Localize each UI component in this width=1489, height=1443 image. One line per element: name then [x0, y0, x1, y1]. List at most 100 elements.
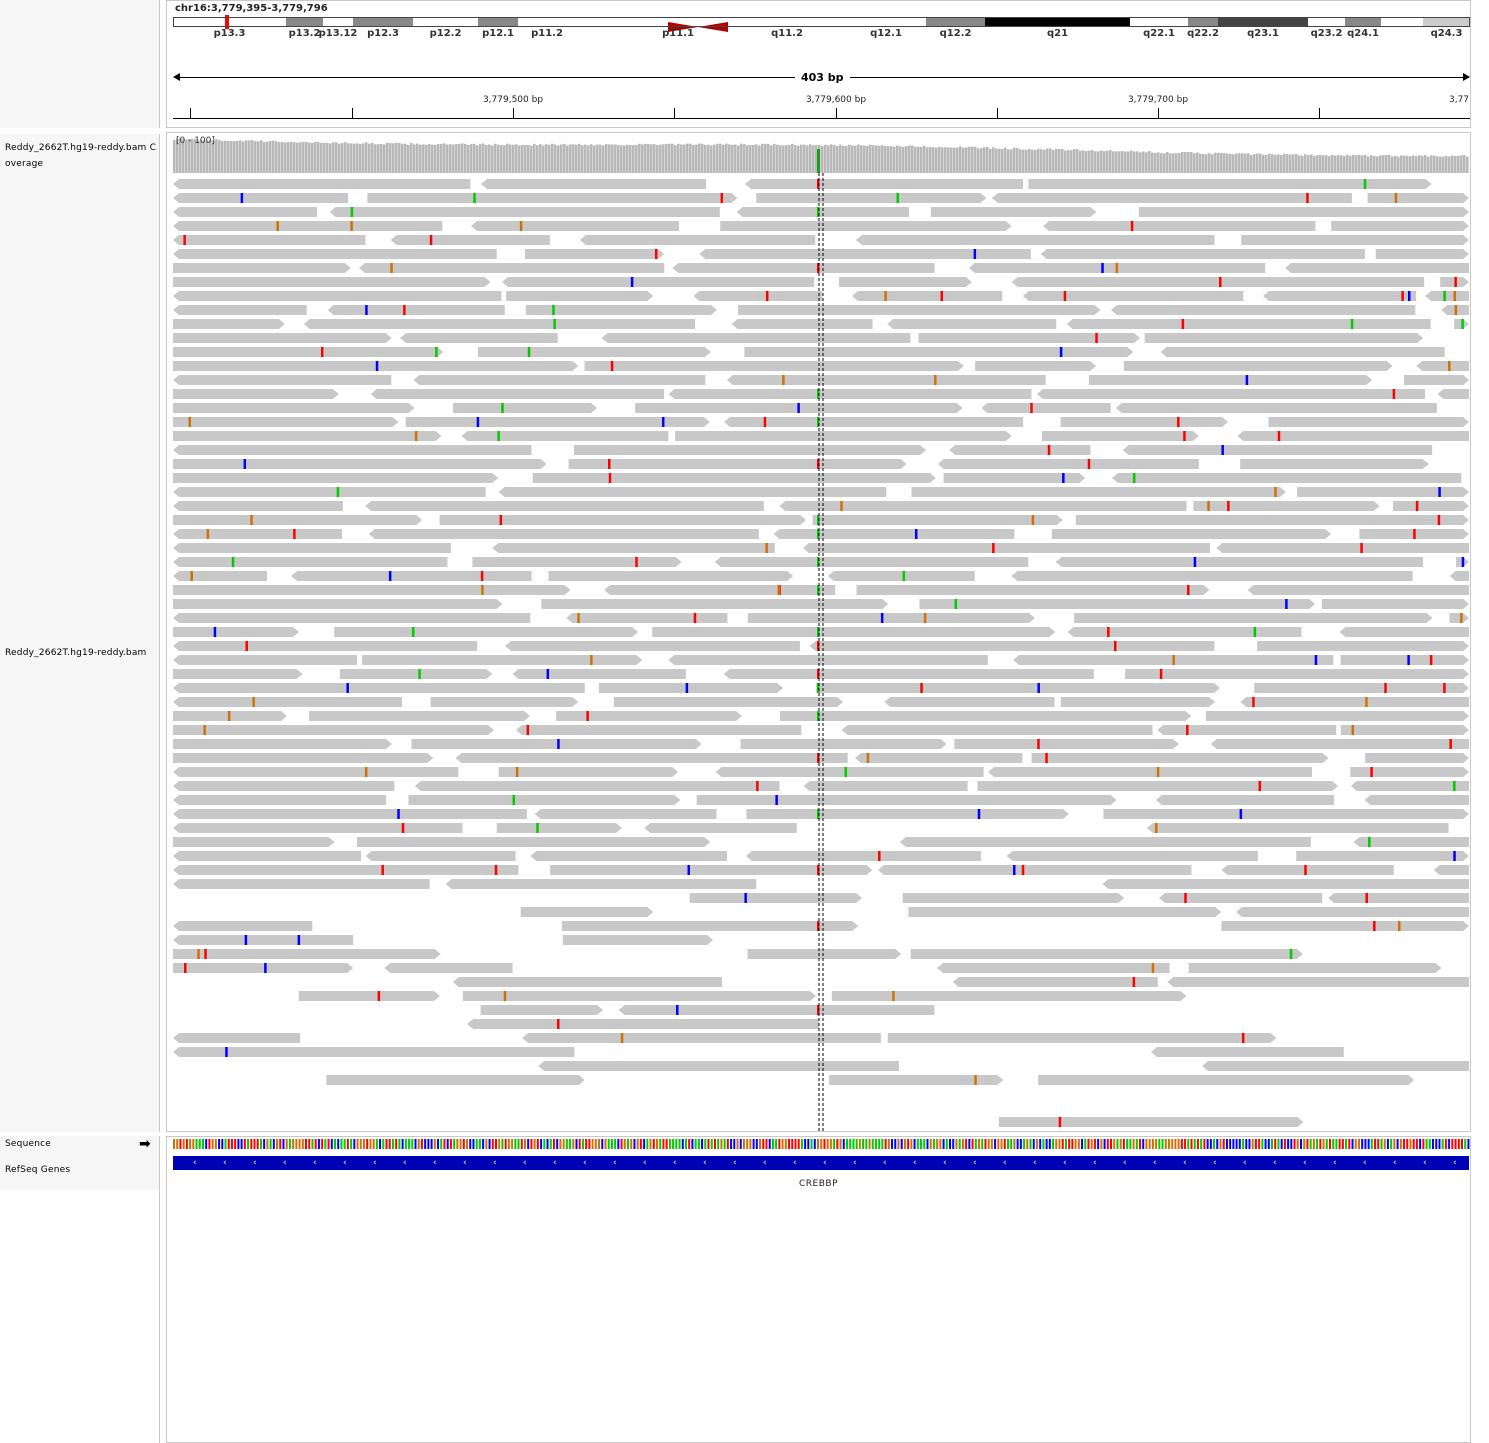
read — [173, 585, 571, 595]
mismatch-mark — [1360, 543, 1363, 553]
coverage-bar — [1070, 150, 1073, 173]
base-mark — [498, 1139, 501, 1149]
read — [414, 781, 780, 791]
read — [173, 921, 313, 931]
read — [1240, 697, 1469, 707]
read — [827, 571, 975, 581]
alignment-view[interactable] — [167, 133, 1470, 1131]
base-mark — [514, 1139, 517, 1149]
coverage-bar — [1328, 156, 1331, 173]
coverage-bar — [1394, 155, 1397, 173]
coverage-bar — [956, 147, 959, 173]
chevron-left-icon: ‹ — [1273, 1158, 1277, 1168]
read — [506, 291, 654, 301]
coverage-bar — [506, 143, 509, 173]
coverage-bar — [1175, 153, 1178, 173]
read — [173, 963, 354, 973]
base-mark — [1048, 1139, 1051, 1149]
coverage-bar — [293, 142, 296, 173]
base-mark — [1390, 1139, 1393, 1149]
coverage-bar — [1253, 154, 1256, 173]
base-mark — [920, 1139, 923, 1149]
read — [1028, 179, 1432, 189]
chromosome-ideogram[interactable] — [173, 15, 1470, 32]
mismatch-mark — [1062, 473, 1065, 483]
alignment-track-label[interactable]: Reddy_2662T.hg19-reddy.bam — [5, 648, 147, 658]
base-mark — [849, 1139, 852, 1149]
ruler-tick — [513, 108, 514, 118]
read — [736, 207, 910, 217]
mismatch-mark — [620, 1033, 624, 1043]
read — [699, 249, 1031, 259]
coverage-bar — [197, 140, 200, 173]
base-mark — [1016, 1139, 1019, 1149]
coverage-bar — [926, 147, 929, 173]
coverage-bar — [671, 143, 674, 173]
coverage-bar — [1073, 149, 1076, 173]
ruler-tick — [836, 108, 837, 118]
base-mark — [237, 1139, 240, 1149]
base-mark — [688, 1139, 691, 1149]
read — [1103, 809, 1469, 819]
mismatch-mark — [206, 529, 210, 539]
base-mark — [1003, 1139, 1006, 1149]
coverage-bar — [482, 143, 485, 173]
read — [981, 403, 1111, 413]
base-mark — [771, 1139, 774, 1149]
coverage-bar — [602, 145, 605, 173]
coverage-bar — [272, 140, 275, 173]
mismatch-mark — [1095, 333, 1098, 343]
read — [1433, 865, 1469, 875]
mismatch-mark — [817, 207, 820, 217]
base-mark — [633, 1139, 636, 1149]
base-mark — [581, 1139, 584, 1149]
read — [472, 557, 682, 567]
coverage-bar — [317, 142, 320, 173]
refseq-gene-bar[interactable] — [173, 1156, 1469, 1170]
read — [1155, 795, 1335, 805]
coverage-bar — [665, 143, 668, 173]
coverage-bar — [773, 143, 776, 173]
refseq-track-label[interactable]: RefSeq Genes — [5, 1165, 71, 1175]
mismatch-mark — [763, 417, 767, 427]
mismatch-mark — [1239, 809, 1243, 819]
base-mark — [311, 1139, 314, 1149]
coverage-bar — [1085, 151, 1088, 173]
base-mark — [366, 1139, 369, 1149]
read — [522, 1033, 881, 1043]
base-mark — [446, 1139, 449, 1149]
coverage-bar — [335, 142, 338, 173]
base-mark — [314, 1139, 317, 1149]
coverage-bar — [1421, 155, 1424, 173]
coverage-bar — [749, 145, 752, 173]
read — [173, 501, 343, 511]
strand-arrow-icon[interactable]: ➡ — [139, 1136, 151, 1152]
read — [908, 907, 1222, 917]
base-mark — [762, 1139, 765, 1149]
coverage-bar — [299, 142, 302, 173]
read — [1247, 585, 1469, 595]
read — [173, 179, 471, 189]
base-mark — [887, 1139, 890, 1149]
read — [1167, 977, 1469, 987]
base-mark — [395, 1139, 398, 1149]
sequence-track-label[interactable]: Sequence — [5, 1139, 51, 1149]
read — [173, 389, 339, 399]
mismatch-mark — [817, 529, 820, 539]
base-mark — [704, 1139, 707, 1149]
base-mark — [282, 1139, 285, 1149]
read — [1416, 361, 1469, 371]
base-mark — [1406, 1139, 1409, 1149]
read — [720, 221, 1012, 231]
coverage-track-label[interactable]: Reddy_2662T.hg19-reddy.bam Coverage — [5, 143, 157, 169]
ruler[interactable]: 3,779,500 bp 3,779,600 bp 3,779,700 bp 3,77 — [167, 1, 1472, 129]
read — [173, 375, 392, 385]
base-mark — [717, 1139, 720, 1149]
sequence-track[interactable] — [167, 1137, 1470, 1151]
mismatch-mark — [1186, 725, 1189, 735]
read — [326, 1075, 585, 1085]
chevron-left-icon: ‹ — [1363, 1158, 1367, 1168]
base-mark — [1196, 1139, 1199, 1149]
read — [1011, 571, 1413, 581]
mismatch-mark — [1030, 403, 1033, 413]
